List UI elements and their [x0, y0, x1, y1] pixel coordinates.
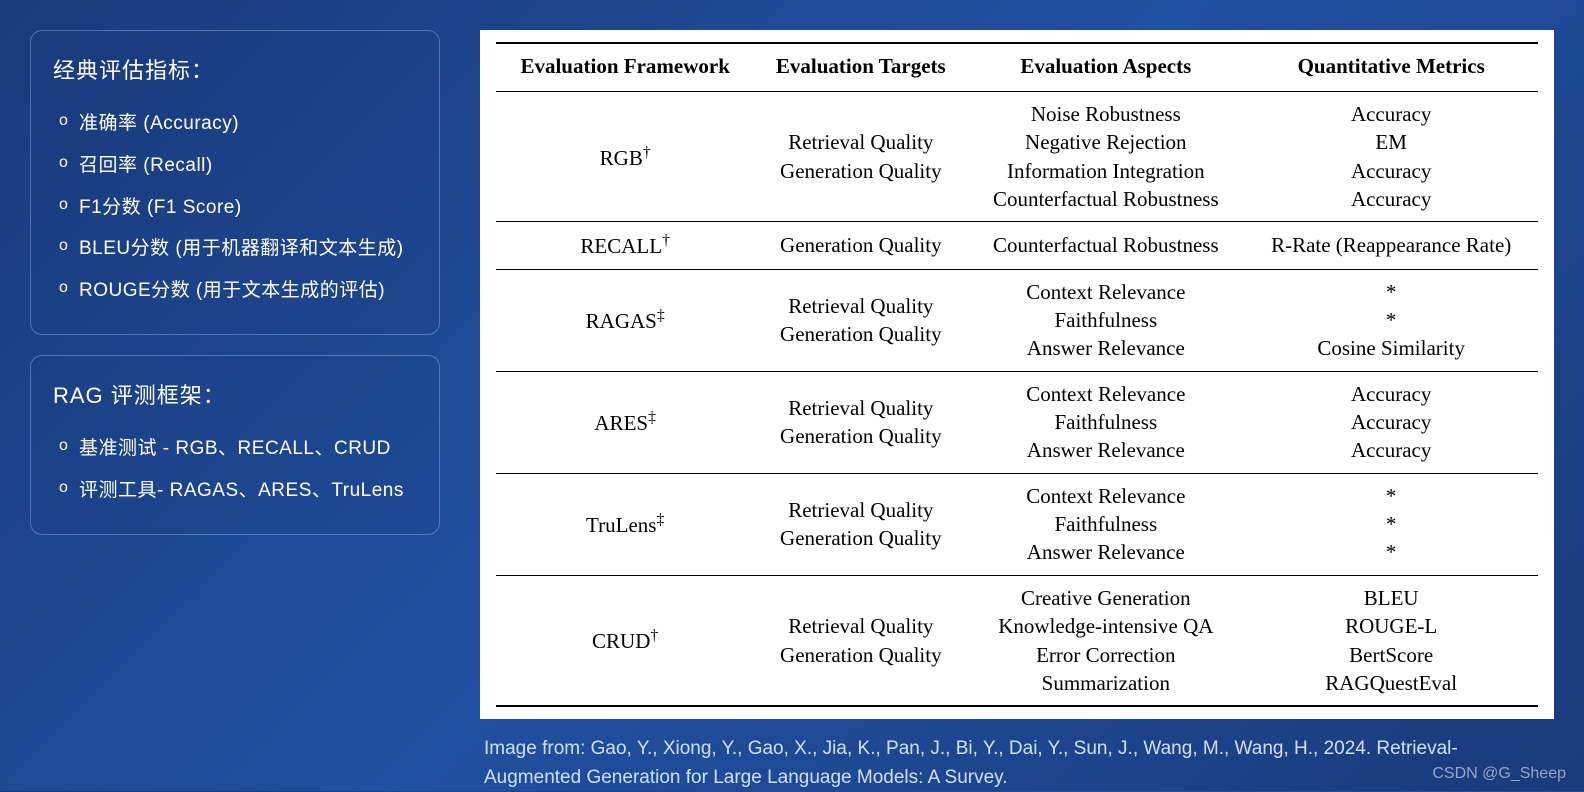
cell-targets: Retrieval Quality Generation Quality	[754, 575, 967, 706]
cell-framework: CRUD†	[496, 575, 754, 706]
cell-aspects: Context Relevance Faithfulness Answer Re…	[967, 473, 1244, 575]
right-column: Evaluation Framework Evaluation Targets …	[480, 30, 1554, 771]
table-body: RGB†Retrieval Quality Generation Quality…	[496, 92, 1538, 707]
cell-metrics: * * Cosine Similarity	[1244, 269, 1538, 371]
list-item: ROUGE分数 (用于文本生成的评估)	[59, 270, 421, 312]
cell-framework: RECALL†	[496, 222, 754, 269]
cell-targets: Retrieval Quality Generation Quality	[754, 269, 967, 371]
cell-targets: Retrieval Quality Generation Quality	[754, 473, 967, 575]
citation-text: Image from: Gao, Y., Xiong, Y., Gao, X.,…	[480, 735, 1554, 792]
table-row: RGB†Retrieval Quality Generation Quality…	[496, 92, 1538, 222]
cell-metrics: Accuracy Accuracy Accuracy	[1244, 371, 1538, 473]
col-targets: Evaluation Targets	[754, 43, 967, 92]
cell-targets: Retrieval Quality Generation Quality	[754, 92, 967, 222]
col-aspects: Evaluation Aspects	[967, 43, 1244, 92]
col-framework: Evaluation Framework	[496, 43, 754, 92]
list-item: F1分数 (F1 Score)	[59, 187, 421, 229]
cell-aspects: Context Relevance Faithfulness Answer Re…	[967, 269, 1244, 371]
watermark-text: CSDN @G_Sheep	[1432, 765, 1566, 783]
cell-framework: ARES‡	[496, 371, 754, 473]
evaluation-table-wrapper: Evaluation Framework Evaluation Targets …	[480, 30, 1554, 719]
cell-metrics: BLEU ROUGE-L BertScore RAGQuestEval	[1244, 575, 1538, 706]
table-row: RAGAS‡Retrieval Quality Generation Quali…	[496, 269, 1538, 371]
cell-aspects: Creative Generation Knowledge-intensive …	[967, 575, 1244, 706]
table-header-row: Evaluation Framework Evaluation Targets …	[496, 43, 1538, 92]
cell-targets: Generation Quality	[754, 222, 967, 269]
cell-aspects: Noise Robustness Negative Rejection Info…	[967, 92, 1244, 222]
list-item: BLEU分数 (用于机器翻译和文本生成)	[59, 228, 421, 270]
table-row: TruLens‡Retrieval Quality Generation Qua…	[496, 473, 1538, 575]
rag-frameworks-list: 基准测试 - RGB、RECALL、CRUD 评测工具- RAGAS、ARES、…	[53, 428, 421, 512]
table-row: CRUD†Retrieval Quality Generation Qualit…	[496, 575, 1538, 706]
cell-metrics: R-Rate (Reappearance Rate)	[1244, 222, 1538, 269]
card-rag-title: RAG 评测框架：	[53, 378, 421, 410]
col-metrics: Quantitative Metrics	[1244, 43, 1538, 92]
cell-framework: TruLens‡	[496, 473, 754, 575]
classic-metrics-list: 准确率 (Accuracy) 召回率 (Recall) F1分数 (F1 Sco…	[53, 103, 421, 312]
cell-targets: Retrieval Quality Generation Quality	[754, 371, 967, 473]
table-row: ARES‡Retrieval Quality Generation Qualit…	[496, 371, 1538, 473]
cell-framework: RGB†	[496, 92, 754, 222]
cell-metrics: Accuracy EM Accuracy Accuracy	[1244, 92, 1538, 222]
list-item: 基准测试 - RGB、RECALL、CRUD	[59, 428, 421, 470]
cell-aspects: Context Relevance Faithfulness Answer Re…	[967, 371, 1244, 473]
list-item: 评测工具- RAGAS、ARES、TruLens	[59, 470, 421, 512]
left-column: 经典评估指标： 准确率 (Accuracy) 召回率 (Recall) F1分数…	[30, 30, 440, 771]
list-item: 准确率 (Accuracy)	[59, 103, 421, 145]
evaluation-table: Evaluation Framework Evaluation Targets …	[496, 42, 1538, 707]
cell-framework: RAGAS‡	[496, 269, 754, 371]
card-classic-title: 经典评估指标：	[53, 53, 421, 85]
cell-aspects: Counterfactual Robustness	[967, 222, 1244, 269]
table-row: RECALL†Generation QualityCounterfactual …	[496, 222, 1538, 269]
slide-root: 经典评估指标： 准确率 (Accuracy) 召回率 (Recall) F1分数…	[0, 0, 1584, 791]
cell-metrics: * * *	[1244, 473, 1538, 575]
list-item: 召回率 (Recall)	[59, 145, 421, 187]
card-classic-metrics: 经典评估指标： 准确率 (Accuracy) 召回率 (Recall) F1分数…	[30, 30, 440, 335]
card-rag-frameworks: RAG 评测框架： 基准测试 - RGB、RECALL、CRUD 评测工具- R…	[30, 355, 440, 535]
